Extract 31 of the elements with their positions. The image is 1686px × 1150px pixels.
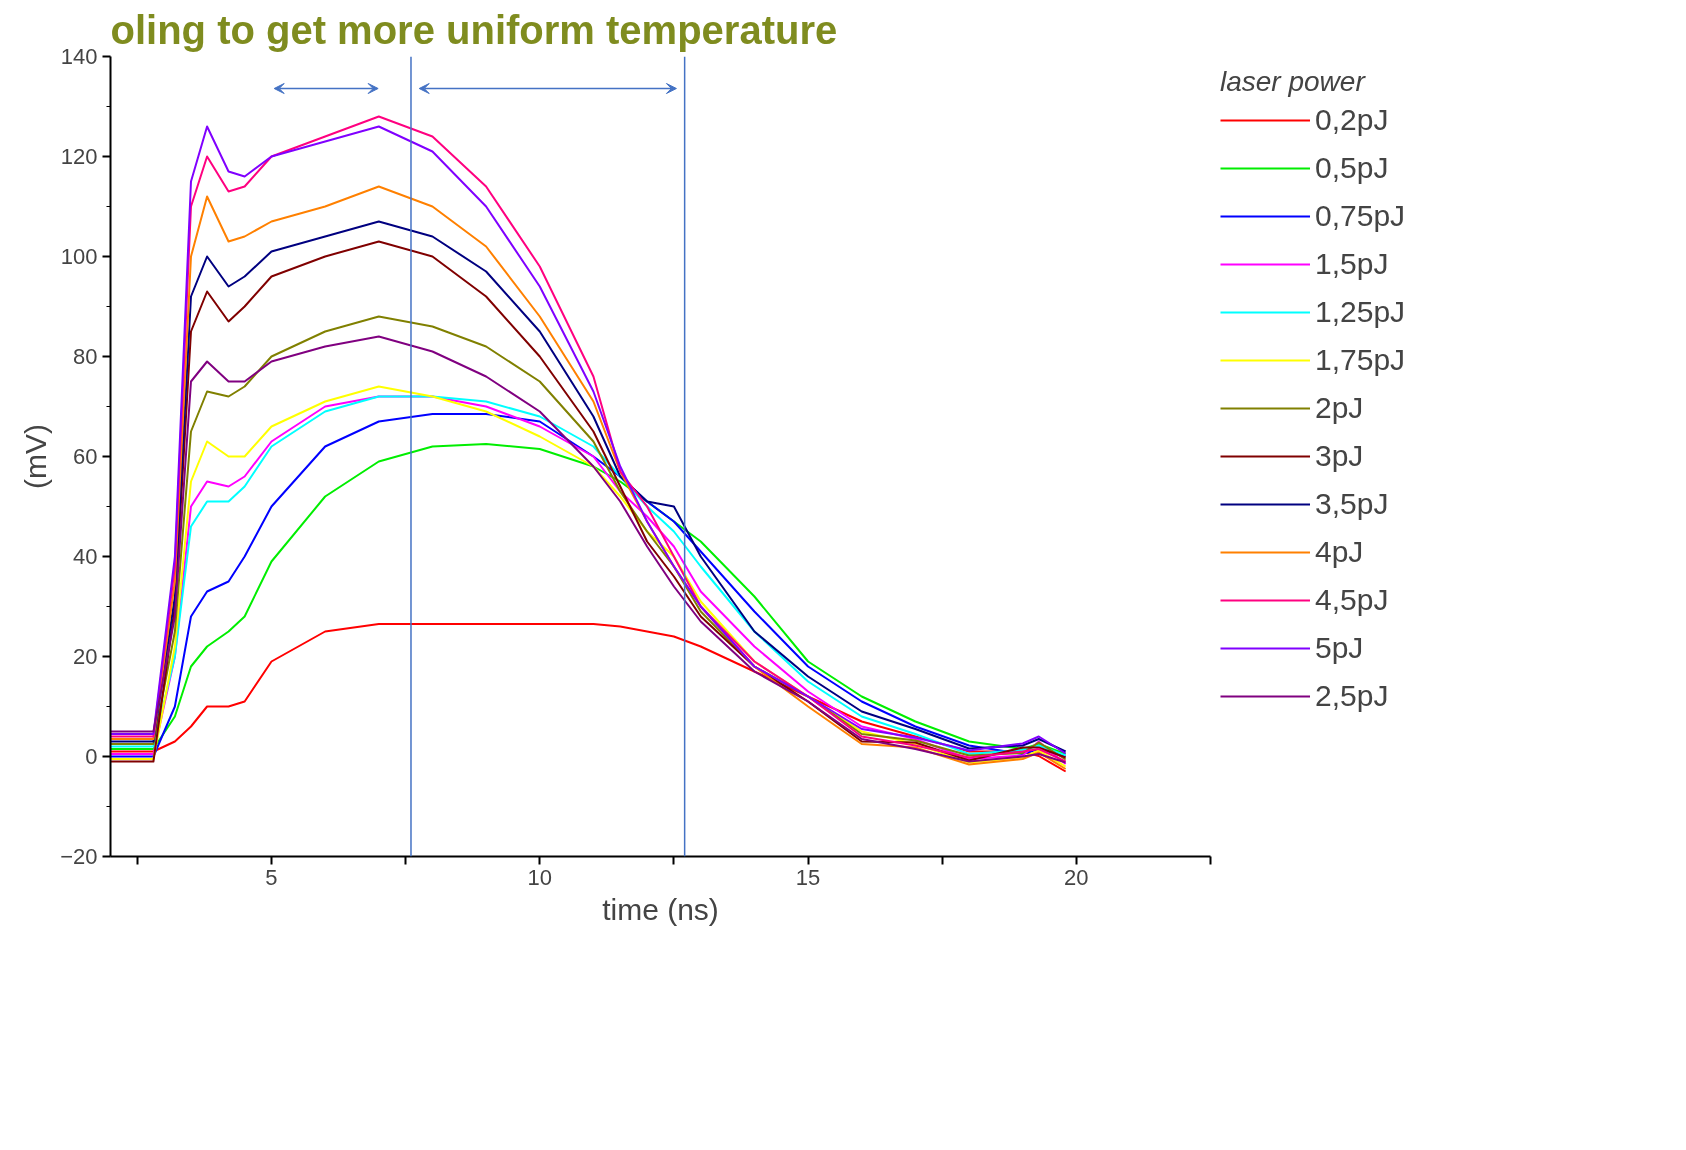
- y-tick-label: 120: [60, 144, 98, 169]
- y-tick-label: 140: [60, 44, 98, 69]
- y-tick-label: 60: [73, 444, 98, 469]
- legend-label: 2,5pJ: [1315, 679, 1389, 713]
- x-axis-title: time (ns): [602, 892, 719, 926]
- legend-label: 1,25pJ: [1315, 295, 1406, 329]
- x-tick-label: 20: [1064, 864, 1089, 890]
- y-tick-label: −20: [60, 844, 98, 869]
- y-tick-label: 20: [73, 644, 98, 669]
- legend-title: laser power: [1220, 66, 1367, 98]
- line-series: [110, 623, 1067, 773]
- legend-label: 4pJ: [1315, 535, 1364, 569]
- y-tick-label: 40: [73, 544, 98, 569]
- legend-label: 5pJ: [1315, 631, 1364, 665]
- legend-label: 3pJ: [1315, 439, 1364, 473]
- legend-label: 1,5pJ: [1315, 247, 1389, 281]
- y-axis-title: (mV): [19, 424, 53, 489]
- legend-label: 3,5pJ: [1315, 487, 1389, 521]
- legend-label: 0,5pJ: [1315, 151, 1389, 185]
- legend-label: 2pJ: [1315, 391, 1364, 425]
- y-tick-label: 0: [85, 744, 98, 769]
- y-tick-label: 100: [60, 244, 98, 269]
- legend-label: 4,5pJ: [1315, 583, 1389, 617]
- legend-label: 1,75pJ: [1315, 343, 1406, 377]
- legend-label: 0,2pJ: [1315, 103, 1389, 137]
- chart-title: oling to get more uniform temperature: [110, 7, 838, 52]
- x-tick-label: 5: [265, 864, 278, 890]
- y-tick-label: 80: [73, 344, 98, 369]
- x-tick-label: 10: [527, 864, 553, 890]
- legend-label: 0,75pJ: [1315, 199, 1406, 233]
- x-tick-label: 15: [795, 864, 821, 890]
